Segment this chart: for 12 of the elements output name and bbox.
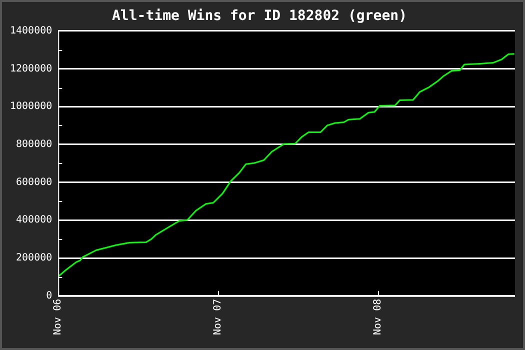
y-tick-label: 0 xyxy=(46,290,52,302)
y-tick-label: 1400000 xyxy=(10,25,52,36)
y-tick-label: 200000 xyxy=(16,252,52,264)
y-tick-label: 800000 xyxy=(16,139,52,150)
chart-title: All-time Wins for ID 182802 (green) xyxy=(112,8,408,24)
x-tick-label: Nov 07 xyxy=(212,298,224,335)
y-tick-label: 1200000 xyxy=(10,63,52,74)
x-tick-label: Nov 08 xyxy=(372,298,384,335)
x-tick-label: Nov 06 xyxy=(52,298,64,335)
y-tick-label: 600000 xyxy=(16,176,52,188)
y-tick-label: 400000 xyxy=(16,214,52,226)
y-tick-label: 1000000 xyxy=(10,101,52,112)
